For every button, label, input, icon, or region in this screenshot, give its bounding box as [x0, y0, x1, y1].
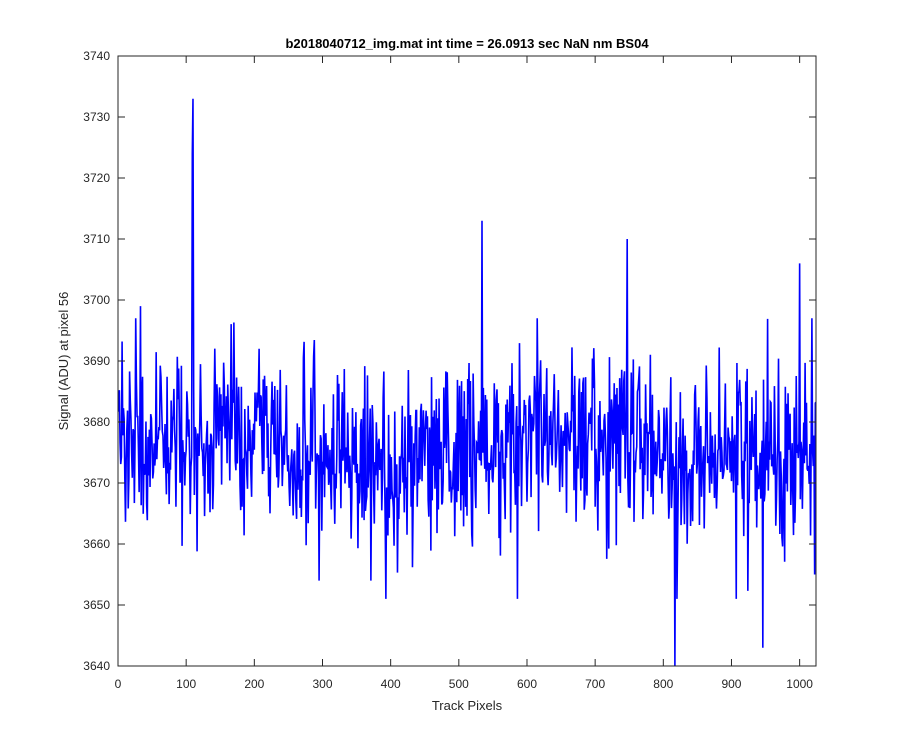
x-tick-label: 700	[585, 677, 605, 691]
y-tick-label: 3730	[83, 110, 110, 124]
y-axis-label: Signal (ADU) at pixel 56	[56, 292, 71, 431]
y-tick-label: 3660	[83, 537, 110, 551]
x-tick-label: 900	[721, 677, 741, 691]
signal-series-line	[117, 98, 817, 667]
x-tick-label: 500	[449, 677, 469, 691]
x-tick-label: 100	[176, 677, 196, 691]
series-layer	[117, 98, 817, 667]
y-tick-label: 3690	[83, 354, 110, 368]
x-tick-label: 600	[517, 677, 537, 691]
x-axis-label: Track Pixels	[432, 698, 503, 713]
x-tick-label: 1000	[786, 677, 813, 691]
y-tick-label: 3650	[83, 598, 110, 612]
y-tick-label: 3680	[83, 415, 110, 429]
y-tick-label: 3720	[83, 171, 110, 185]
x-tick-label: 0	[115, 677, 122, 691]
y-tick-label: 3670	[83, 476, 110, 490]
x-tick-label: 800	[653, 677, 673, 691]
y-tick-label: 3640	[83, 659, 110, 673]
chart-title: b2018040712_img.mat int time = 26.0913 s…	[285, 36, 649, 51]
y-tick-label: 3740	[83, 49, 110, 63]
y-tick-label: 3710	[83, 232, 110, 246]
x-tick-label: 200	[244, 677, 264, 691]
axes-background	[118, 56, 816, 666]
x-tick-label: 400	[381, 677, 401, 691]
x-tick-label: 300	[312, 677, 332, 691]
y-tick-label: 3700	[83, 293, 110, 307]
ticks-layer: 0 100 200 300 400 500 600 700 800 900 1000 3640 3650…	[83, 49, 816, 691]
